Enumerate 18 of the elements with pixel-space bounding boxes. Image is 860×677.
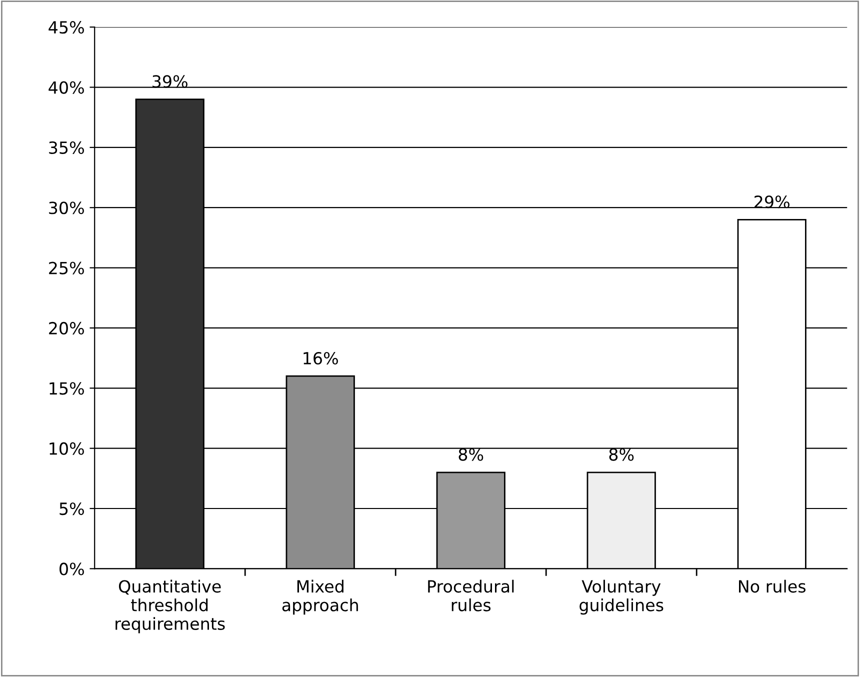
data-label: 8% [458,448,484,461]
x-tick-label: Mixed approach [282,580,358,615]
data-label: 16% [304,352,338,365]
data-label: 8% [609,448,634,461]
y-tick-label: 20% [49,322,84,335]
x-tick-label: No rules [739,580,806,593]
y-tick-label: 15% [50,382,84,395]
x-tick-label: Quantitative threshold requirements [116,580,225,634]
y-tick-label: 35% [49,141,84,154]
y-tick-label: 10% [50,442,84,455]
y-tick-label: 30% [49,202,84,214]
x-tick-label: Procedural rules [428,580,514,612]
y-tick-label: 40% [48,81,84,94]
y-tick-label: 25% [49,262,84,274]
y-tick-label: 5% [60,502,84,516]
y-tick-label: 0% [60,562,84,576]
x-tick-label: Voluntary guidelines [580,580,664,615]
y-tick-label: 45% [48,21,84,34]
